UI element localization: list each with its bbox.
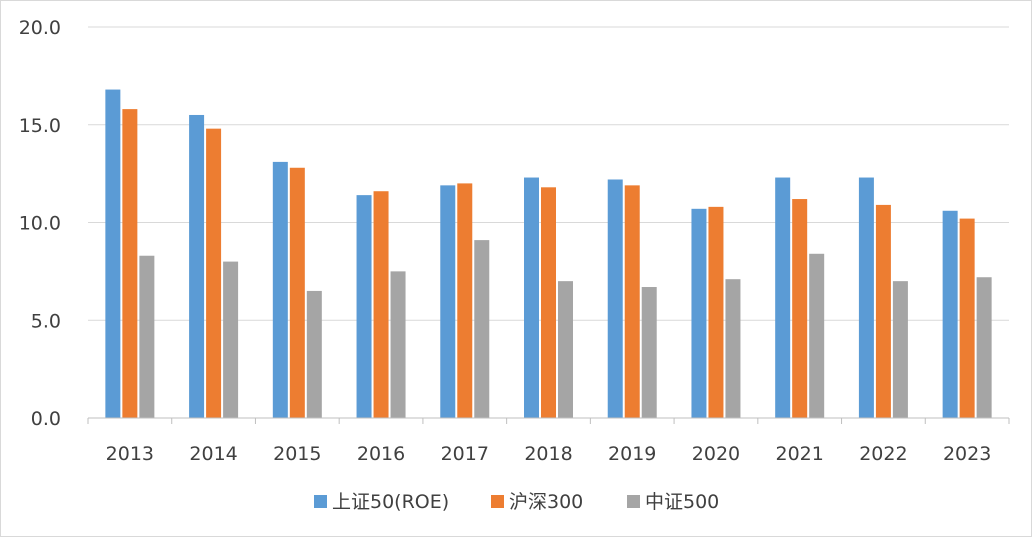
bar-2020-series-3 — [725, 279, 741, 418]
x-tick-label: 2013 — [106, 443, 154, 465]
legend: 上证50(ROE) 沪深300 中证500 — [314, 491, 719, 513]
bar-2017-series-2 — [457, 183, 473, 418]
bar-2016-series-2 — [373, 191, 389, 418]
bar-2013-series-3 — [139, 255, 155, 418]
bar-2013-series-1 — [105, 89, 121, 418]
x-tick-label: 2015 — [273, 443, 321, 465]
bar-2022-series-3 — [892, 281, 908, 418]
bar-2015-series-1 — [272, 161, 288, 418]
bar-2015-series-2 — [289, 167, 305, 418]
bar-2013-series-2 — [122, 109, 138, 419]
bar-2018-series-1 — [524, 177, 539, 418]
bar-2022-series-2 — [875, 204, 891, 418]
bar-2021-series-1 — [775, 177, 791, 418]
legend-swatch — [627, 495, 640, 508]
legend-swatch — [314, 495, 327, 508]
legend-label: 上证50(ROE) — [332, 491, 449, 513]
bar-2014-series-3 — [223, 261, 239, 418]
bar-2022-series-1 — [858, 177, 874, 418]
bar-2023-series-2 — [959, 218, 975, 418]
legend-label: 中证500 — [645, 491, 719, 513]
y-tick-label: 15.0 — [19, 115, 61, 137]
bar-2019-series-1 — [607, 179, 623, 418]
bar-2021-series-2 — [792, 199, 808, 418]
bar-2020-series-1 — [691, 208, 707, 418]
x-tick-label: 2014 — [189, 443, 237, 465]
x-axis — [87, 417, 1010, 424]
x-tick-label: 2018 — [524, 443, 572, 465]
bar-2018-series-3 — [558, 281, 573, 418]
bar-2019-series-2 — [624, 185, 640, 418]
bar-2023-series-1 — [942, 210, 958, 418]
bar-2018-series-2 — [541, 187, 556, 418]
bar-2017-series-3 — [474, 240, 490, 418]
x-tick-label: 2023 — [943, 443, 991, 465]
bars — [105, 89, 992, 419]
bar-2016-series-3 — [390, 271, 406, 418]
y-tick-label: 10.0 — [19, 213, 61, 235]
bar-2015-series-3 — [306, 290, 322, 418]
bar-2020-series-2 — [708, 206, 724, 418]
bar-2017-series-1 — [440, 185, 456, 418]
x-tick-label: 2019 — [608, 443, 656, 465]
legend-swatch — [491, 495, 504, 508]
bar-2023-series-3 — [976, 277, 992, 418]
bar-2016-series-1 — [356, 195, 372, 418]
y-axis-ticks: 0.0 5.0 10.0 15.0 20.0 — [19, 17, 61, 430]
x-tick-label: 2016 — [357, 443, 405, 465]
y-tick-label: 5.0 — [31, 310, 61, 332]
x-tick-label: 2022 — [859, 443, 907, 465]
x-tick-label: 2017 — [441, 443, 489, 465]
legend-label: 沪深300 — [509, 491, 583, 513]
x-axis-ticks: 2013 2014 2015 2016 2017 2018 2019 2020 2021 2022… — [106, 443, 992, 465]
x-tick-label: 2021 — [776, 443, 824, 465]
bar-2021-series-3 — [809, 253, 825, 418]
bar-2019-series-3 — [641, 287, 657, 418]
bar-2014-series-2 — [206, 128, 222, 418]
x-tick-label: 2020 — [692, 443, 740, 465]
y-tick-label: 0.0 — [31, 408, 61, 430]
bar-2014-series-1 — [189, 114, 205, 418]
y-tick-label: 20.0 — [19, 17, 61, 39]
